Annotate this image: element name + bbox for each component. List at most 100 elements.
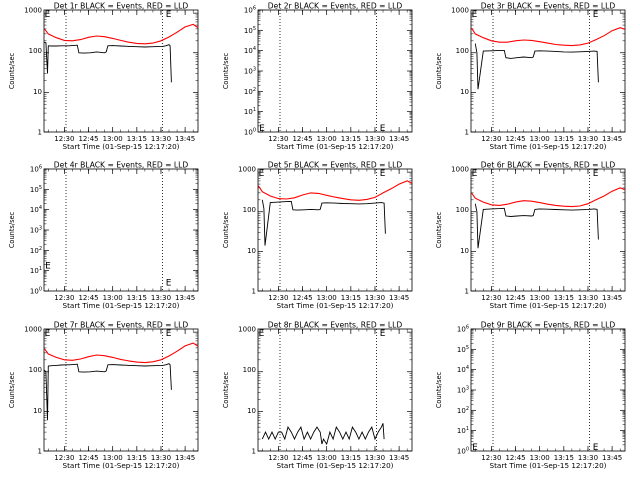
eclipse-marker: E [166,10,172,20]
y-axis-label: Counts/sec [222,52,230,89]
x-tick-label: 13:15 [341,135,361,143]
event-rate-line [43,363,172,421]
x-tick-label: 12:30 [54,135,74,143]
x-tick-label: 12:45 [505,135,525,143]
y-tick-label: 1 [38,448,42,456]
plot-frame [470,328,626,452]
x-tick-label: 12:45 [78,454,98,462]
x-tick-label: 12:45 [292,294,312,302]
lld-rate-line [258,180,413,201]
y-tick-label: 1000 [238,166,256,174]
plot-frame [257,328,413,452]
y-tick-label: 1000 [238,326,256,334]
y-tick-label: 104 [30,205,42,214]
y-tick-label: 102 [30,246,42,255]
chart-panel-5: Det 5r BLACK = Events, RED = LLD 1 10 100 10… [222,161,413,310]
chart-title: Det 9r BLACK = Events, RED = LLD [481,321,616,330]
y-tick-label: 1 [465,129,469,137]
x-tick-label: 12:30 [268,454,288,462]
y-tick-label: 10 [33,88,42,96]
eclipse-marker: E [593,443,599,453]
x-tick-label: 12:45 [505,454,525,462]
x-axis-label: Start Time (01-Sep-15 12:17:20) [490,142,607,151]
y-tick-label: 106 [244,6,256,15]
x-tick-label: 13:30 [365,135,385,143]
y-tick-label: 101 [457,426,469,435]
x-tick-label: 13:45 [175,135,195,143]
x-axis-label: Start Time (01-Sep-15 12:17:20) [277,461,394,470]
y-tick-label: 100 [30,287,42,296]
chart-title: Det 2r BLACK = Events, RED = LLD [268,2,403,11]
y-tick-label: 101 [244,107,256,116]
y-tick-label: 10 [460,247,469,255]
chart-title: Det 6r BLACK = Events, RED = LLD [481,161,616,170]
chart-panel-7: Det 7r BLACK = Events, RED = LLD 1 10 100 10… [8,321,199,470]
eclipse-marker: E [380,124,386,134]
x-tick-label: 13:00 [317,135,337,143]
y-tick-label: 10 [33,407,42,415]
x-tick-label: 13:45 [389,454,409,462]
y-tick-label: 100 [243,366,256,374]
lld-rate-line [471,27,626,47]
x-axis-label: Start Time (01-Sep-15 12:17:20) [490,461,607,470]
x-tick-label: 13:00 [317,454,337,462]
x-tick-label: 12:30 [481,135,501,143]
x-tick-label: 13:30 [151,294,171,302]
eclipse-marker: E [45,10,51,20]
y-tick-label: 100 [244,128,256,137]
y-tick-label: 1000 [24,7,42,15]
plot-frame [257,168,413,292]
eclipse-marker: E [380,169,386,179]
y-axis-label: Counts/sec [222,211,230,248]
lld-rate-line [471,187,626,208]
y-tick-label: 102 [244,87,256,96]
x-tick-label: 13:15 [554,135,574,143]
x-tick-label: 13:30 [578,294,598,302]
y-axis-label: Counts/sec [8,211,16,248]
y-tick-label: 105 [244,26,256,35]
eclipse-marker: E [472,443,478,453]
x-tick-label: 13:15 [127,135,147,143]
x-axis-label: Start Time (01-Sep-15 12:17:20) [277,301,394,310]
chart-title: Det 5r BLACK = Events, RED = LLD [268,161,403,170]
x-tick-label: 13:45 [602,454,622,462]
x-axis-label: Start Time (01-Sep-15 12:17:20) [63,142,180,151]
y-tick-label: 105 [457,345,469,354]
x-tick-label: 13:45 [389,294,409,302]
x-tick-label: 12:30 [54,294,74,302]
x-tick-label: 12:45 [505,294,525,302]
chart-panel-3: Det 3r BLACK = Events, RED = LLD 1 10 100 10… [435,2,626,151]
x-tick-label: 13:15 [554,454,574,462]
y-tick-label: 10 [460,88,469,96]
y-axis-label: Counts/sec [435,52,443,89]
y-tick-label: 105 [30,185,42,194]
x-tick-label: 13:00 [530,294,550,302]
plot-frame [470,168,626,292]
y-axis-label: Counts/sec [222,371,230,408]
eclipse-marker: E [45,329,51,339]
x-tick-label: 12:30 [481,454,501,462]
y-tick-label: 100 [29,366,42,374]
event-rate-line [44,42,172,83]
eclipse-marker: E [259,169,265,179]
plot-frame [43,9,199,133]
y-tick-label: 100 [243,206,256,214]
x-axis-label: Start Time (01-Sep-15 12:17:20) [63,301,180,310]
x-tick-label: 12:30 [481,294,501,302]
y-tick-label: 106 [457,325,469,334]
x-tick-label: 13:15 [127,294,147,302]
x-tick-label: 13:45 [389,135,409,143]
y-tick-label: 1 [252,288,256,296]
x-tick-label: 13:30 [365,294,385,302]
eclipse-marker: E [166,329,172,339]
x-tick-label: 12:30 [54,454,74,462]
eclipse-marker: E [593,10,599,20]
x-tick-label: 13:45 [602,135,622,143]
x-tick-label: 13:30 [151,454,171,462]
y-tick-label: 1000 [24,326,42,334]
x-tick-label: 13:00 [530,454,550,462]
plot-frame [470,9,626,133]
y-tick-label: 103 [244,67,256,76]
y-tick-label: 103 [457,386,469,395]
